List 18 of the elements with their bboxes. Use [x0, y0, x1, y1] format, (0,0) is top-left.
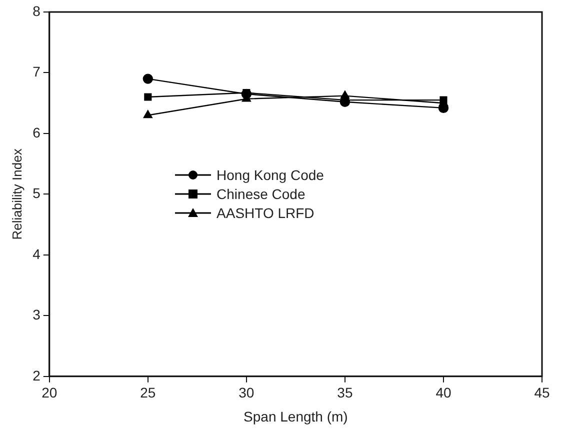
legend-label: AASHTO LRFD — [216, 204, 314, 223]
x-tick-label: 25 — [140, 384, 156, 401]
y-tick-label: 7 — [32, 64, 41, 80]
x-tick-label: 45 — [534, 384, 550, 401]
y-tick-label: 8 — [32, 2, 41, 19]
y-tick-label: 4 — [32, 246, 41, 262]
y-tick-label: 6 — [32, 124, 41, 140]
y-tick-label: 2 — [32, 367, 41, 384]
x-tick-label: 20 — [42, 384, 58, 401]
legend-label: Hong Kong Code — [216, 166, 324, 185]
y-axis-title: Reliability Index — [9, 148, 24, 240]
x-tick-label: 30 — [238, 384, 254, 401]
legend-label: Chinese Code — [216, 184, 306, 204]
y-tick-label: 5 — [32, 185, 41, 202]
x-axis-title: Span Length (m) — [244, 408, 348, 424]
x-tick-label: 35 — [337, 384, 353, 401]
x-tick-label: 40 — [436, 384, 452, 401]
y-tick-label: 3 — [32, 306, 41, 323]
